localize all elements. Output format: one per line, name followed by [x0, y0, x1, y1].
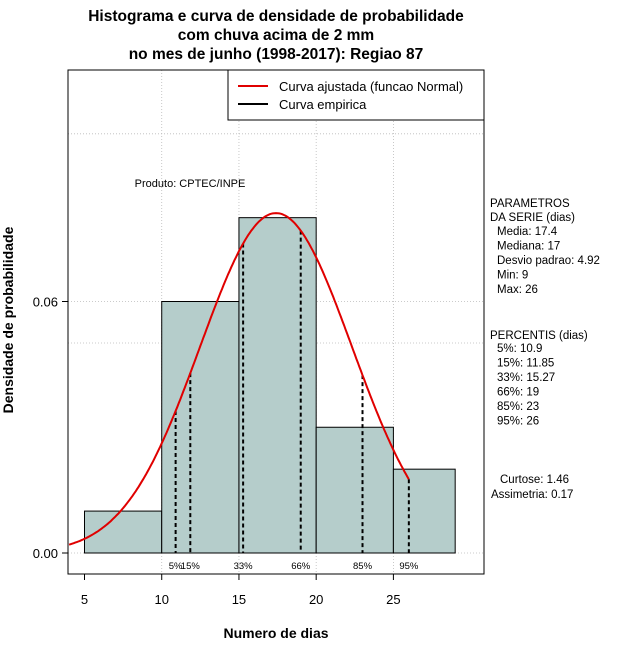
- percentil-line-0: 5%: 10.9: [497, 343, 542, 355]
- percentile-label-3: 66%: [291, 561, 311, 572]
- params-title-1: PARAMETROS: [490, 198, 570, 210]
- side-panel: PARAMETROS DA SERIE (dias) Media: 17.4Me…: [490, 198, 600, 501]
- x-tick-label-1: 10: [154, 592, 168, 607]
- chart-title-line-3: no mes de junho (1998-2017): Regiao 87: [129, 46, 424, 63]
- product-annotation: Produto: CPTEC/INPE: [135, 178, 246, 190]
- percentil-line-5: 95%: 26: [497, 416, 539, 428]
- param-line-4: Max: 26: [497, 284, 538, 296]
- x-axis-label: Numero de dias: [223, 625, 328, 641]
- params-title-2: DA SERIE (dias): [490, 212, 575, 224]
- histogram-bar-1: [161, 301, 240, 554]
- percentile-label-4: 85%: [353, 561, 373, 572]
- stat-kurtosis: Curtose: 1.46: [500, 474, 569, 486]
- param-line-3: Min: 9: [497, 270, 528, 282]
- param-line-2: Desvio padrao: 4.92: [497, 255, 600, 267]
- percentile-label-0: 5%: [169, 561, 183, 572]
- params-list: Media: 17.4 Mediana: 17 Desvio padrao: 4.9…: [497, 226, 600, 296]
- x-tick-label-3: 20: [309, 592, 323, 607]
- chart-title-line-2: com chuva acima de 2 mm: [178, 27, 374, 44]
- percentile-layer: 5%15% 33% 66% 85% 95%: [169, 230, 419, 572]
- x-tick-label-0: 5: [81, 592, 88, 607]
- chart-title-line-1: Histograma e curva de densidade de proba…: [88, 8, 464, 25]
- percentil-line-3: 66%: 19: [497, 387, 539, 399]
- histogram-bar-4: [392, 468, 456, 554]
- percentil-line-4: 85%: 23: [497, 401, 539, 413]
- legend-empirical-label: Curva empirica: [279, 97, 367, 112]
- param-line-0: Media: 17.4: [497, 226, 558, 238]
- percentile-label-2: 33%: [234, 561, 254, 572]
- y-tick-label-0: 0.00: [33, 546, 58, 561]
- y-tick-label-1: 0.06: [33, 295, 58, 310]
- param-line-1: Mediana: 17: [497, 241, 560, 253]
- percentil-line-1: 15%: 11.85: [497, 358, 554, 370]
- curve-layer: [68, 212, 410, 546]
- x-tick-label-2: 15: [232, 592, 246, 607]
- normal-fit-curve: [68, 212, 410, 546]
- y-axis-label: Densidade de probabilidade: [0, 226, 16, 413]
- legend-box: [227, 69, 485, 121]
- percentile-label-5: 95%: [399, 561, 419, 572]
- legend-fit-label: Curva ajustada (funcao Normal): [279, 79, 463, 94]
- histogram-bar-2: [238, 217, 317, 554]
- bars-layer: [84, 217, 456, 554]
- histogram-bar-3: [315, 426, 394, 554]
- percentile-label-1: 15%: [181, 561, 201, 572]
- x-tick-label-4: 25: [386, 592, 400, 607]
- axes-layer: 5 10 15 20 25 0.00 0.06: [33, 295, 401, 608]
- percentis-list: 5%: 10.9 15%: 11.85 33%: 15.27 66%: 19 85%: …: [497, 343, 555, 428]
- percentis-title: PERCENTIS (dias): [490, 330, 588, 342]
- stat-skewness: Assimetria: 0.17: [491, 489, 573, 501]
- percentil-line-2: 33%: 15.27: [497, 372, 555, 384]
- legend: Curva ajustada (funcao Normal) Curva emp…: [227, 69, 485, 121]
